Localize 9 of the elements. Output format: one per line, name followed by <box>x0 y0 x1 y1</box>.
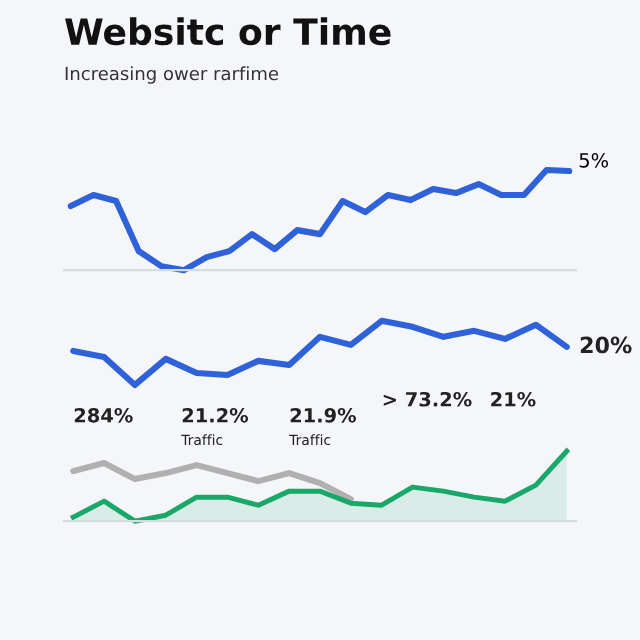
chart-title: Websitc or Time <box>65 17 391 46</box>
annotation: 21.9% <box>290 407 356 423</box>
annotation: 21.2% <box>182 407 249 423</box>
text: 20% <box>580 336 632 354</box>
annotation: 21% <box>491 391 536 407</box>
annotation: > 73.2% <box>383 391 472 407</box>
text: 5% <box>579 152 609 168</box>
chart-subtitle: Increasing ower rarfime <box>65 66 279 84</box>
annotation: 284% <box>74 407 133 423</box>
